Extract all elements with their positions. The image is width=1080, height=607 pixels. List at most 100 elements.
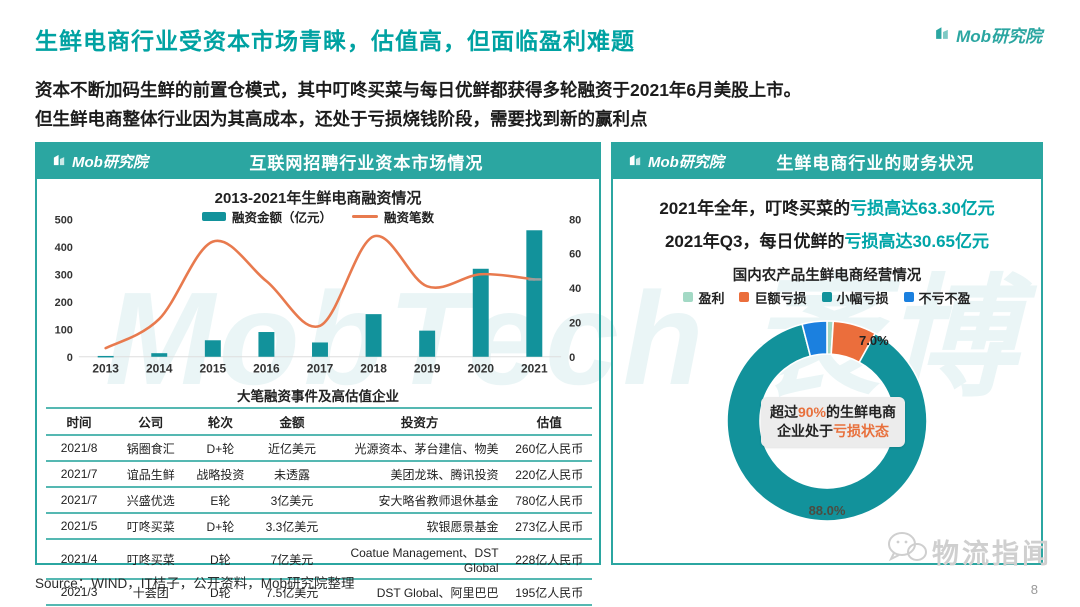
table-cell: 220亿人民币 (506, 461, 592, 488)
left-panel-logo: Mob研究院 (37, 151, 148, 172)
page-title: 生鲜电商行业受资本市场青睐，估值高，但面临盈利难题 (35, 28, 635, 54)
right-axis-tick: 0 (569, 352, 575, 364)
table-cell: 光源资本、茅台建信、物美 (332, 435, 507, 462)
brand-name: Mob研究院 (956, 27, 1042, 46)
legend-label: 巨额亏损 (754, 290, 807, 306)
callout-p2: 90% (797, 404, 827, 420)
intro-text: 资本不断加码生鲜的前置仓模式，其中叮咚买菜与每日优鲜都获得多轮融资于2021年6… (35, 76, 1050, 134)
legend-item-bar: 融资金额（亿元） (201, 207, 332, 226)
capital-market-panel: Mob研究院 互联网招聘行业资本市场情况 2013-2021年生鲜电商融资情况 … (35, 142, 601, 606)
legend-bar-label: 融资金额（亿元） (231, 211, 332, 225)
right-axis-tick: 40 (569, 283, 581, 295)
table-cell: 十荟团 (112, 579, 190, 606)
funding-table-title: 大笔融资事件及高估值企业 (237, 389, 399, 404)
table-cell: 软银愿景基金 (332, 513, 507, 540)
table-cell: 战略投资 (189, 461, 252, 488)
left-axis-tick: 300 (55, 269, 73, 281)
table-header-5: 估值 (506, 407, 592, 436)
bar-swatch (201, 212, 226, 221)
table-cell: 273亿人民币 (506, 513, 592, 540)
bar-2015 (204, 340, 221, 357)
x-axis-label: 2021 (521, 362, 548, 376)
table-cell: 安大略省教师退休基金 (332, 487, 507, 514)
right-axis-tick: 80 (569, 214, 581, 226)
loss-1-prefix: 2021年全年，叮咚买菜的 (659, 199, 851, 218)
x-axis-label: 2013 (92, 362, 119, 376)
table-cell: 780亿人民币 (506, 487, 592, 514)
table-cell: DST Global、阿里巴巴 (332, 579, 507, 606)
bar-2017 (312, 342, 328, 357)
left-axis-tick: 0 (67, 352, 73, 364)
brand-logo: Mob研究院 (934, 22, 1042, 47)
loss-2-prefix: 2021年Q3，每日优鲜的 (664, 232, 845, 251)
page-number: 8 (1030, 582, 1038, 597)
table-cell: Coatue Management、DST Global (332, 539, 507, 580)
funding-chart-legend: 融资金额（亿元） 融资笔数 (45, 207, 591, 226)
table-cell: 叮咚买菜 (112, 539, 190, 580)
table-header-1: 公司 (112, 407, 190, 436)
donut-legend: 盈利 巨额亏损 小幅亏损 不亏不盈 (613, 289, 1041, 306)
legend-swatch (683, 292, 694, 302)
table-row: 2021/7 谊品生鲜 战略投资 未透露 美团龙珠、腾讯投资 220亿人民币 (46, 461, 592, 488)
table-cell: 7亿美元 (251, 539, 333, 580)
table-cell: 锅圈食汇 (112, 435, 190, 462)
operating-status-donut: 7.0% 88.0% 超过90%的生鲜电商企业处于亏损状态 (721, 315, 933, 527)
donut-legend-item: 不亏不盈 (903, 289, 971, 306)
right-axis-tick: 60 (569, 249, 581, 261)
intro-line-2: 但生鲜电商整体行业因为其高成本，还处于亏损烧钱阶段，需要找到新的赢利点 (35, 109, 648, 129)
table-cell: D+轮 (189, 513, 252, 540)
logistics-watermark: 物流指闻 (886, 530, 1052, 573)
left-panel-header: Mob研究院 互联网招聘行业资本市场情况 (37, 144, 599, 179)
x-axis-label: 2020 (467, 362, 494, 376)
table-cell: 195亿人民币 (506, 579, 592, 606)
table-cell: 260亿人民币 (506, 435, 592, 462)
donut-label-88pct: 88.0% (808, 503, 846, 518)
mob-logo-icon (52, 152, 67, 171)
legend-swatch (821, 292, 832, 302)
table-row: 2021/7 兴盛优选 E轮 3亿美元 安大略省教师退休基金 780亿人民币 (46, 487, 592, 514)
funding-table-body: 2021/8 锅圈食汇 D+轮 近亿美元 光源资本、茅台建信、物美 260亿人民币 2021… (46, 435, 592, 606)
bar-2013 (97, 355, 114, 358)
table-cell: 谊品生鲜 (112, 461, 190, 488)
loss-1-amount: 亏损高达63.30亿元 (850, 199, 995, 218)
table-cell: 228亿人民币 (506, 539, 592, 580)
left-axis-tick: 200 (55, 297, 73, 309)
x-axis-label: 2015 (200, 362, 227, 376)
funding-chart-title: 2013-2021年生鲜电商融资情况 (214, 190, 422, 207)
table-cell: D轮 (189, 539, 252, 580)
source-line: Source：WIND，IT桔子，公开资料，Mob研究院整理 (35, 576, 355, 591)
left-axis-tick: 500 (55, 214, 73, 226)
table-row: 2021/5 叮咚买菜 D+轮 3.3亿美元 软银愿景基金 273亿人民币 (46, 513, 592, 540)
x-axis-label: 2016 (253, 362, 280, 376)
funding-combo-chart-svg: 0 100 200 300 400 500 0 20 40 60 80 2013 2014 2015 201… (55, 214, 582, 376)
right-panel-logo-text: Mob研究院 (648, 154, 724, 171)
legend-label: 盈利 (698, 290, 725, 306)
table-cell: 叮咚买菜 (112, 513, 190, 540)
legend-swatch (903, 292, 914, 302)
loss-statement-2: 2021年Q3，每日优鲜的亏损高达30.65亿元 (613, 227, 1041, 251)
table-header-0: 时间 (46, 407, 113, 436)
table-cell: 3亿美元 (251, 487, 333, 514)
legend-item-line: 融资笔数 (352, 207, 434, 226)
donut-chart-svg (726, 320, 928, 522)
intro-line-1: 资本不断加码生鲜的前置仓模式，其中叮咚买菜与每日优鲜都获得多轮融资于2021年6… (35, 80, 802, 100)
table-header-4: 投资方 (332, 407, 507, 436)
table-cell: 7.5亿美元 (251, 579, 333, 606)
left-panel-logo-text: Mob研究院 (72, 154, 148, 171)
financial-status-panel: Mob研究院 生鲜电商行业的财务状况 2021年全年，叮咚买菜的亏损高达63.3… (611, 142, 1043, 565)
x-axis-label: 2019 (414, 362, 441, 376)
table-cell: 兴盛优选 (112, 487, 190, 514)
logistics-watermark-text: 物流指闻 (932, 539, 1052, 569)
bar-series (97, 230, 543, 358)
donut-legend-item: 小幅亏损 (821, 289, 889, 306)
table-cell: 2021/3 (46, 579, 113, 606)
table-cell: D+轮 (189, 435, 252, 462)
table-header-2: 轮次 (189, 407, 252, 436)
donut-slice-小幅亏损 (726, 323, 928, 522)
callout-p4: 亏损状态 (833, 423, 889, 439)
bar-2019 (419, 330, 436, 357)
legend-line-label: 融资笔数 (384, 211, 435, 225)
funding-table: 时间 公司 轮次 金额 投资方 估值 2021/8 锅圈食汇 D+轮 近亿美元 光源资本、茅台建信… (46, 407, 592, 606)
donut-chart-title: 国内农产品生鲜电商经营情况 (732, 268, 922, 284)
